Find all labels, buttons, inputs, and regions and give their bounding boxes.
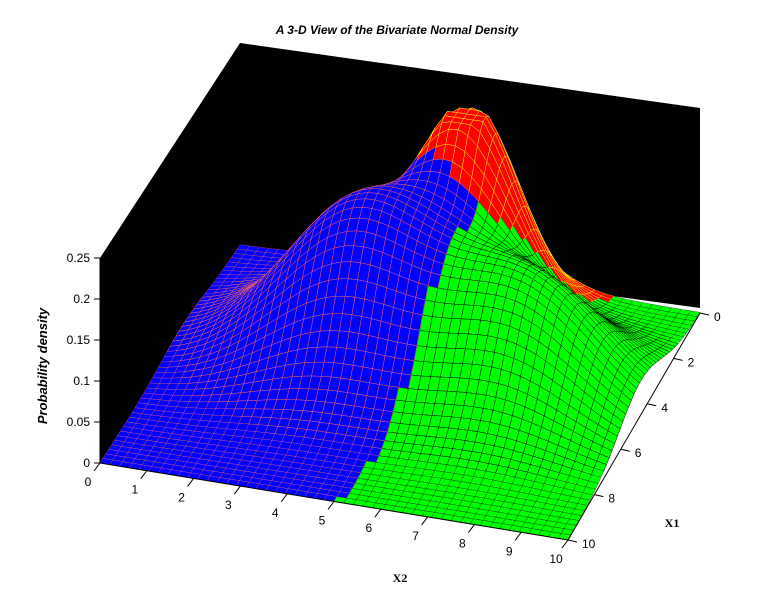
y-axis-label: X1	[665, 516, 680, 530]
y-tick-label: 4	[661, 401, 668, 415]
x-tick-label: 9	[506, 544, 513, 558]
y-tick-mark	[594, 494, 604, 498]
x-tick-mark	[93, 462, 101, 472]
x-tick-mark	[233, 485, 241, 495]
x-tick-label: 4	[272, 506, 279, 520]
y-tick-label: 8	[608, 492, 615, 506]
x-tick-mark	[280, 493, 288, 503]
y-tick-label: 0	[714, 310, 721, 324]
chart-title: A 3-D View of the Bivariate Normal Densi…	[275, 23, 520, 37]
z-tick-label: 0.2	[73, 292, 90, 306]
y-tick-label: 6	[635, 446, 642, 460]
y-tick-label: 2	[688, 355, 695, 369]
x-tick-label: 0	[85, 475, 92, 489]
x-tick-label: 6	[365, 521, 372, 535]
x-tick-mark	[421, 516, 429, 526]
y-tick-mark	[620, 448, 630, 452]
z-tick-label: 0.05	[67, 415, 91, 429]
y-tick-mark	[699, 312, 710, 316]
y-axis-line	[567, 312, 701, 541]
y-tick-mark	[673, 357, 683, 361]
y-tick-mark	[647, 403, 657, 407]
axes: 0 0.05 0.1 0.15 0.2 0.25 0 1 2 3 4 5 6 7 8 9 10 0 2 4 6 8 10	[67, 251, 721, 566]
x-tick-mark	[561, 539, 569, 549]
z-tick-label: 0.15	[67, 333, 91, 347]
z-axis-label: Probability density	[35, 307, 50, 424]
x-tick-label: 3	[225, 498, 232, 512]
z-tick-label: 0.1	[73, 374, 90, 388]
x-tick-mark	[140, 470, 148, 480]
density-surface	[99, 107, 701, 541]
x-tick-mark	[514, 531, 522, 541]
x-tick-label: 2	[178, 490, 185, 504]
y-tick-label: 10	[582, 537, 596, 551]
x-tick-label: 8	[459, 537, 466, 551]
x-tick-label: 1	[131, 483, 138, 497]
x-tick-mark	[467, 524, 475, 533]
x-tick-label: 7	[412, 529, 419, 543]
x-tick-label: 5	[319, 514, 326, 528]
z-tick-label: 0.25	[67, 251, 91, 265]
side-wall-panel	[100, 43, 240, 463]
x-tick-mark	[327, 501, 335, 510]
z-tick-label: 0	[83, 456, 90, 470]
x-tick-mark	[374, 508, 382, 518]
x-tick-mark	[187, 478, 195, 487]
x-tick-label: 10	[549, 552, 563, 566]
x-axis-label: X2	[393, 571, 408, 585]
y-tick-mark	[567, 539, 578, 543]
